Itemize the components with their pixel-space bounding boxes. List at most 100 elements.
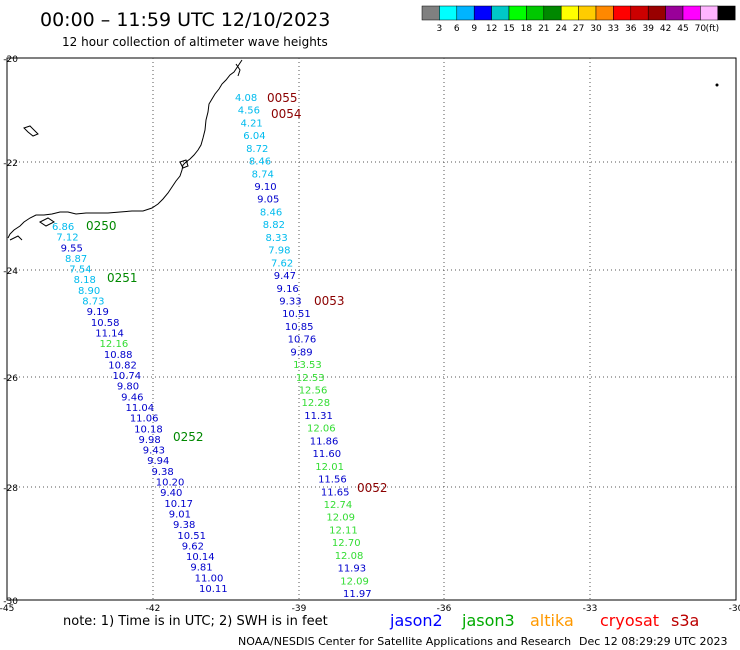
wave-height-value: 12.74 (324, 500, 353, 511)
wave-height-value: 11.65 (321, 487, 350, 498)
map-title: 00:00 – 11:59 UTC 12/10/2023 (40, 9, 330, 31)
wave-height-value: 7.54 (69, 265, 91, 276)
wave-height-value: 9.89 (290, 347, 312, 358)
wave-height-value: 9.47 (274, 271, 296, 282)
satellite-name: jason3 (461, 611, 515, 630)
wave-height-value: 10.20 (156, 478, 185, 489)
wave-height-value: 11.04 (126, 403, 155, 414)
wave-height-value: 8.72 (246, 144, 268, 155)
wave-height-value: 10.58 (91, 318, 120, 329)
scale-label: 30 (590, 24, 602, 34)
lat-label: -20 (3, 55, 18, 65)
pass-label: 0054 (271, 107, 302, 121)
satellite-name: altika (530, 611, 574, 630)
wave-height-value: 9.05 (257, 195, 279, 206)
scale-swatch (630, 5, 649, 21)
coast-southwest (9, 235, 23, 241)
lat-label: -28 (3, 484, 18, 494)
wave-height-value: 12.09 (326, 513, 355, 524)
scale-swatch (647, 5, 666, 21)
wave-height-value: 4.08 (235, 93, 257, 104)
scale-label: 27 (573, 24, 584, 34)
wave-height-value: 8.90 (78, 286, 100, 297)
wave-height-value: 9.16 (277, 284, 299, 295)
pass-labels: 0055 0054 0053 0052 0250 0251 0252 (86, 91, 388, 495)
wave-height-value: 10.51 (177, 531, 206, 542)
footer-note: note: 1) Time is in UTC; 2) SWH is in fe… (63, 614, 328, 629)
footer-timestamp: Dec 12 08:29:29 UTC 2023 (579, 635, 727, 648)
wave-height-value: 9.10 (254, 182, 276, 193)
wave-height-value: 9.33 (279, 296, 301, 307)
wave-height-value: 9.94 (147, 456, 169, 467)
scale-label: 45 (677, 24, 688, 34)
wave-height-value: 9.43 (143, 446, 165, 457)
scale-swatch (595, 5, 614, 21)
pass-label: 0053 (314, 294, 345, 308)
lat-label: -24 (3, 267, 18, 277)
wave-height-value: 12.06 (307, 424, 336, 435)
wave-height-value: 11.56 (318, 475, 347, 486)
wave-height-value: 9.01 (169, 509, 191, 520)
wave-height-value: 12.08 (335, 551, 364, 562)
scale-swatch (421, 5, 440, 21)
wave-height-value: 9.38 (151, 467, 173, 478)
wave-height-value: 12.56 (299, 386, 328, 397)
wave-height-value: 6.86 (52, 222, 74, 233)
pass-label: 0252 (173, 430, 204, 444)
wave-height-value: 8.74 (252, 169, 274, 180)
scale-label: 21 (538, 24, 549, 34)
wave-height-value: 9.38 (173, 520, 195, 531)
scale-swatch (665, 5, 684, 21)
scale-label: 70 (695, 24, 707, 34)
wave-height-value: 7.62 (271, 258, 293, 269)
coast-bay (179, 159, 189, 169)
scale-swatch (473, 5, 492, 21)
wave-height-value: 8.87 (65, 254, 87, 265)
scale-label: 12 (486, 24, 497, 34)
wave-height-color-scale: 3 6 9 12 15 18 21 24 27 30 33 36 39 42 45 70 (ft) (421, 5, 736, 34)
scale-swatch (456, 5, 475, 21)
coastline (7, 59, 243, 241)
scale-label: 18 (521, 24, 533, 34)
axis-labels: -20-22-24-26-28-30-45-42-39-36-33-30 (0, 55, 740, 614)
pass-label: 0250 (86, 219, 117, 233)
wave-height-value: 9.55 (61, 243, 83, 254)
wave-height-value: 11.97 (343, 589, 372, 600)
scale-swatch (717, 5, 736, 21)
satellite-name: cryosat (600, 611, 659, 630)
pass-label: 0251 (107, 271, 138, 285)
wave-height-value: 7.12 (56, 233, 78, 244)
coast-inlet (235, 63, 241, 77)
scale-swatch (526, 5, 545, 21)
lon-label: -36 (437, 604, 452, 614)
wave-height-value: 10.11 (199, 584, 228, 595)
lon-label: -45 (0, 604, 14, 614)
wave-height-value: 10.14 (186, 552, 215, 563)
wave-height-value: 10.17 (164, 499, 193, 510)
scale-swatch (543, 5, 562, 21)
scale-label: 9 (471, 24, 477, 34)
scale-swatch (682, 5, 701, 21)
wave-height-value: 4.21 (241, 118, 263, 129)
wave-height-value: 10.76 (288, 335, 317, 346)
wave-height-value: 10.74 (113, 371, 142, 382)
lon-label: -39 (292, 604, 307, 614)
wave-height-value: 8.33 (265, 233, 287, 244)
lat-label: -30 (3, 597, 18, 607)
pass-label: 0055 (267, 91, 298, 105)
wave-height-value: 12.01 (315, 462, 344, 473)
map-frame (6, 57, 737, 601)
scale-swatch (578, 5, 597, 21)
wave-height-value: 10.51 (282, 309, 311, 320)
scale-swatch (560, 5, 579, 21)
wave-height-value: 12.16 (100, 339, 129, 350)
footer-credit: NOAA/NESDIS Center for Satellite Applica… (238, 635, 571, 648)
wave-height-value: 12.70 (332, 538, 361, 549)
wave-height-value: 8.46 (249, 157, 271, 168)
altimeter-tracks: 4.084.564.216.048.728.468.749.109.058.46… (52, 93, 372, 600)
wave-height-value: 8.46 (260, 207, 282, 218)
satellite-name: jason2 (389, 611, 443, 630)
wave-height-value: 12.09 (340, 576, 369, 587)
scale-swatch (700, 5, 719, 21)
lon-label: -33 (583, 604, 598, 614)
